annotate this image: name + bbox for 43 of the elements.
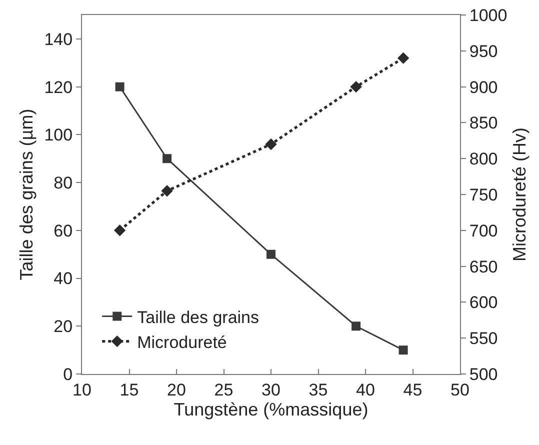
y-tick-label: 0	[63, 364, 73, 384]
x-tick-label: 25	[214, 380, 234, 400]
point	[265, 138, 277, 150]
y2-tick-label: 900	[469, 78, 498, 97]
y-tick-label: 120	[44, 78, 73, 97]
y2-tick-label: 750	[469, 185, 498, 204]
point	[162, 154, 172, 164]
x-axis-title: Tungstène (%massique)	[174, 400, 368, 420]
point	[266, 250, 276, 259]
y-tick-label: 20	[54, 317, 73, 336]
point	[397, 52, 410, 64]
y2-axis-title: Microdureté (Hv)	[509, 127, 530, 262]
x-tick-label: 40	[356, 380, 375, 400]
y2-tick-label: 950	[469, 42, 498, 61]
point	[115, 82, 124, 92]
x-tick-label: 30	[262, 380, 280, 400]
point	[350, 80, 362, 93]
point	[114, 224, 126, 236]
x-tick-label: 10	[72, 380, 92, 400]
x-tick-label: 15	[120, 380, 139, 400]
point	[161, 185, 173, 197]
y-tick-label: 80	[54, 173, 73, 192]
y-axis-title: Taille des grains (µm)	[16, 108, 36, 280]
y-tick-label: 140	[44, 30, 73, 49]
y2-tick-label: 650	[469, 257, 498, 276]
y2-tick-label: 600	[469, 293, 498, 312]
y2-tick-label: 700	[469, 221, 498, 240]
y2-tick-label: 500	[469, 364, 498, 384]
y-tick-label: 100	[44, 126, 73, 145]
legend-label: Microdureté	[137, 332, 227, 352]
y2-tick-label: 850	[469, 114, 498, 133]
x-tick-label: 35	[308, 380, 328, 400]
legend-label: Taille des grains	[137, 308, 260, 327]
x-tick-label: 50	[450, 380, 470, 400]
x-tick-label: 20	[167, 380, 186, 400]
y-tick-label: 60	[54, 221, 73, 240]
y-tick-label: 40	[54, 269, 73, 288]
y2-tick-label: 1000	[469, 6, 508, 25]
y2-tick-label: 550	[469, 329, 498, 348]
y2-tick-label: 800	[469, 150, 498, 169]
point	[352, 322, 361, 331]
x-tick-label: 45	[403, 380, 422, 400]
point	[398, 346, 408, 355]
